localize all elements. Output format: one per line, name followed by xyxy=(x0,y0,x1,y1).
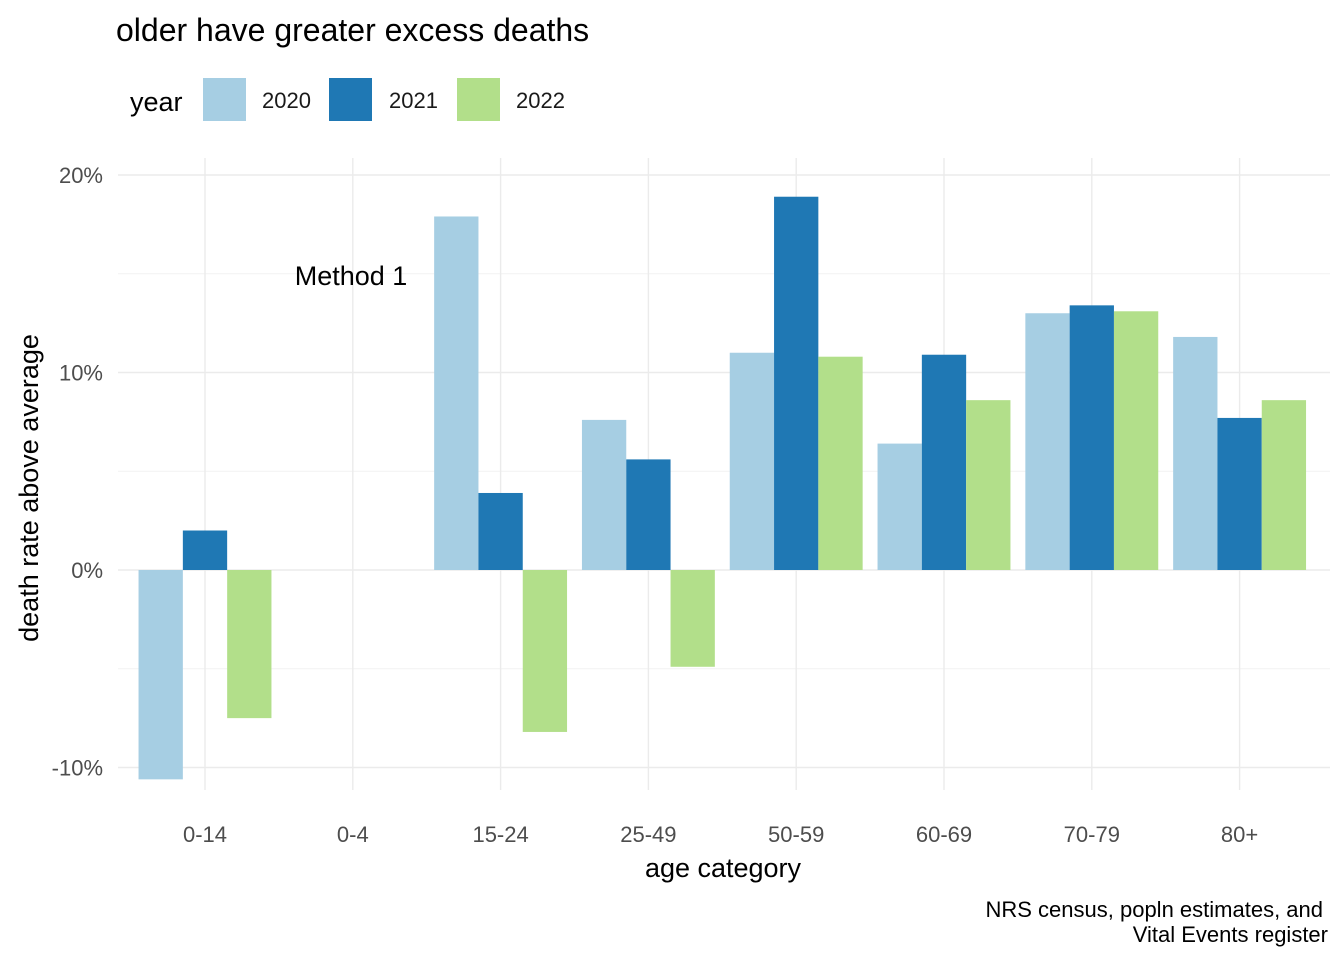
caption-line-2: Vital Events register xyxy=(1133,922,1328,947)
chart-title: older have greater excess deaths xyxy=(116,12,589,48)
annotation-method: Method 1 xyxy=(295,261,408,291)
bar-2020-15-24 xyxy=(434,216,479,570)
y-tick-label: -10% xyxy=(52,756,103,781)
x-tick-label: 60-69 xyxy=(916,822,972,847)
bar-2022-70-79 xyxy=(1113,311,1159,570)
legend-label-2020: 2020 xyxy=(262,88,311,113)
x-axis-ticks: 0-14 0-4 15-24 25-49 50-59 60-69 70-79 80+ xyxy=(183,822,1258,847)
x-tick-label: 80+ xyxy=(1221,822,1258,847)
x-tick-label: 0-4 xyxy=(337,822,369,847)
bar-2020-25-49 xyxy=(581,419,627,570)
bar-2020-70-79 xyxy=(1025,313,1070,570)
y-axis-title: death rate above average xyxy=(14,334,44,642)
bar-2021-80+ xyxy=(1217,417,1262,570)
y-tick-label: 20% xyxy=(59,163,103,188)
legend-key-2020 xyxy=(203,78,246,121)
y-tick-label: 10% xyxy=(59,361,103,386)
bar-2022-0-14 xyxy=(227,570,272,719)
bar-2020-80+ xyxy=(1173,336,1218,570)
y-tick-label: 0% xyxy=(71,558,103,583)
x-tick-label: 0-14 xyxy=(183,822,227,847)
x-tick-label: 70-79 xyxy=(1064,822,1120,847)
x-tick-label: 25-49 xyxy=(620,822,676,847)
legend-label-2021: 2021 xyxy=(389,88,438,113)
bar-2022-50-59 xyxy=(818,356,863,570)
plot-bars xyxy=(138,196,1307,780)
bar-2022-25-49 xyxy=(670,570,715,667)
bar-2022-15-24 xyxy=(522,570,568,732)
bar-2021-70-79 xyxy=(1069,305,1114,570)
bar-2020-60-69 xyxy=(877,443,922,570)
bar-2022-60-69 xyxy=(966,400,1011,570)
legend: year 2020 2021 2022 xyxy=(130,78,565,121)
y-axis-ticks: -10% 0% 10% 20% xyxy=(52,163,103,781)
caption-line-1: NRS census, popln estimates, and xyxy=(985,897,1323,922)
bar-2021-25-49 xyxy=(626,459,671,570)
x-tick-label: 15-24 xyxy=(472,822,528,847)
legend-key-2022 xyxy=(457,78,500,121)
x-axis-title: age category xyxy=(645,853,802,883)
bar-2022-80+ xyxy=(1261,400,1307,570)
x-tick-label: 50-59 xyxy=(768,822,824,847)
bar-2020-0-14 xyxy=(138,570,183,780)
legend-key-2021 xyxy=(329,78,372,121)
bar-2021-15-24 xyxy=(478,492,523,570)
bar-2021-60-69 xyxy=(921,354,967,570)
bar-2021-50-59 xyxy=(774,196,819,570)
bar-2020-50-59 xyxy=(729,352,775,570)
legend-label-2022: 2022 xyxy=(516,88,565,113)
legend-title: year xyxy=(130,87,183,117)
bar-2021-0-14 xyxy=(182,530,228,570)
